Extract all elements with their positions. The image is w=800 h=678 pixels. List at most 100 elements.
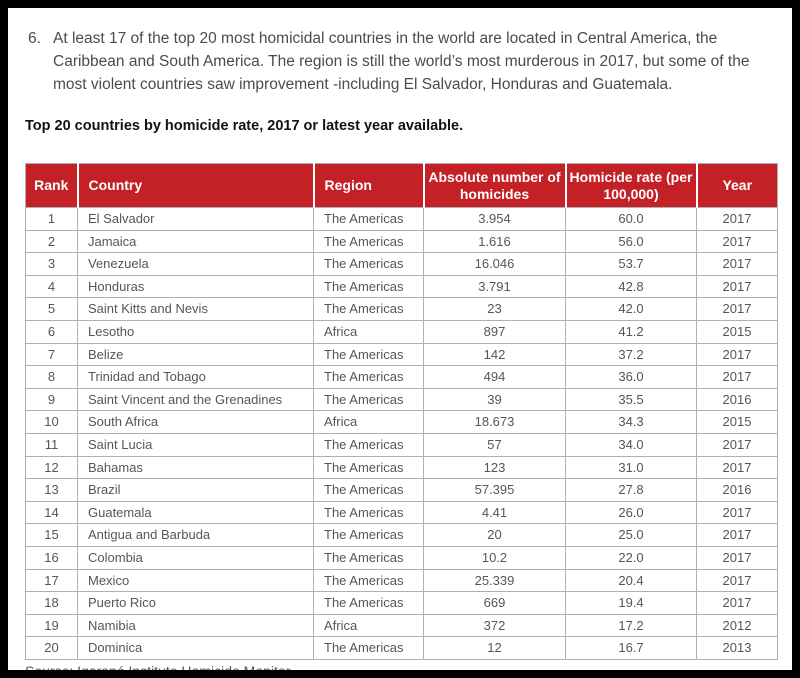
table-body: 1 El Salvador The Americas 3.954 60.0 2017 2 Ja… bbox=[25, 207, 778, 660]
cell-absolute-homicides: 23 bbox=[423, 297, 566, 321]
table-row: 13 Brazil The Americas 57.395 27.8 2016 bbox=[25, 478, 778, 502]
cell-country: Antigua and Barbuda bbox=[77, 523, 314, 547]
cell-homicide-rate: 16.7 bbox=[565, 636, 697, 660]
cell-absolute-homicides: 3.954 bbox=[423, 207, 566, 231]
cell-year: 2017 bbox=[696, 523, 778, 547]
cell-absolute-homicides: 897 bbox=[423, 319, 566, 344]
cell-homicide-rate: 20.4 bbox=[565, 568, 697, 593]
cell-absolute-homicides: 494 bbox=[423, 365, 566, 389]
table-row: 5 Saint Kitts and Nevis The Americas 23 42.0… bbox=[25, 297, 778, 321]
table-row: 10 South Africa Africa 18.673 34.3 2015 bbox=[25, 410, 778, 434]
column-header-homicide-rate: Homicide rate (per 100,000) bbox=[564, 163, 697, 208]
cell-year: 2013 bbox=[696, 636, 778, 660]
cell-year: 2017 bbox=[696, 500, 778, 525]
cell-absolute-homicides: 4.41 bbox=[423, 500, 566, 525]
cell-region: The Americas bbox=[313, 297, 424, 321]
cell-year: 2017 bbox=[696, 568, 778, 593]
cell-rank: 7 bbox=[25, 342, 78, 367]
cell-country: Lesotho bbox=[77, 319, 314, 344]
table-header-row: Rank Country Region Absolute number of h… bbox=[25, 163, 778, 208]
column-header-country: Country bbox=[76, 163, 314, 208]
cell-region: The Americas bbox=[313, 545, 424, 570]
page-content: 6. At least 17 of the top 20 most homici… bbox=[8, 8, 792, 670]
table-row: 16 Colombia The Americas 10.2 22.0 2017 bbox=[25, 545, 778, 570]
cell-year: 2012 bbox=[696, 613, 778, 638]
table-title: Top 20 countries by homicide rate, 2017 … bbox=[25, 118, 464, 134]
cell-region: The Americas bbox=[313, 455, 424, 480]
cell-rank: 20 bbox=[25, 636, 78, 660]
fact-paragraph: 6. At least 17 of the top 20 most homici… bbox=[28, 27, 772, 96]
cell-year: 2015 bbox=[696, 410, 778, 434]
homicide-table: Rank Country Region Absolute number of h… bbox=[25, 163, 778, 660]
cell-rank: 10 bbox=[25, 410, 78, 434]
table-row: 3 Venezuela The Americas 16.046 53.7 2017 bbox=[25, 252, 778, 276]
cell-absolute-homicides: 39 bbox=[423, 387, 566, 412]
cell-year: 2015 bbox=[696, 319, 778, 344]
cell-region: The Americas bbox=[313, 591, 424, 615]
cell-region: The Americas bbox=[313, 500, 424, 525]
cell-country: Guatemala bbox=[77, 500, 314, 525]
cell-country: Puerto Rico bbox=[77, 591, 314, 615]
cell-homicide-rate: 42.0 bbox=[565, 297, 697, 321]
cell-rank: 18 bbox=[25, 591, 78, 615]
table-row: 8 Trinidad and Tobago The Americas 494 36.0 2… bbox=[25, 365, 778, 389]
cell-region: The Americas bbox=[313, 207, 424, 231]
cell-absolute-homicides: 57 bbox=[423, 432, 566, 457]
table-row: 14 Guatemala The Americas 4.41 26.0 2017 bbox=[25, 500, 778, 525]
cell-absolute-homicides: 3.791 bbox=[423, 274, 566, 299]
cell-region: Africa bbox=[313, 410, 424, 434]
cell-year: 2017 bbox=[696, 274, 778, 299]
table-row: 12 Bahamas The Americas 123 31.0 2017 bbox=[25, 455, 778, 480]
cell-absolute-homicides: 57.395 bbox=[423, 478, 566, 502]
cell-homicide-rate: 19.4 bbox=[565, 591, 697, 615]
cell-region: The Americas bbox=[313, 432, 424, 457]
fact-number: 6. bbox=[28, 30, 41, 47]
cell-year: 2016 bbox=[696, 387, 778, 412]
table-row: 7 Belize The Americas 142 37.2 2017 bbox=[25, 342, 778, 367]
table-row: 4 Honduras The Americas 3.791 42.8 2017 bbox=[25, 274, 778, 299]
table-row: 19 Namibia Africa 372 17.2 2012 bbox=[25, 613, 778, 638]
cell-country: Belize bbox=[77, 342, 314, 367]
cell-country: Trinidad and Tobago bbox=[77, 365, 314, 389]
cell-homicide-rate: 60.0 bbox=[565, 207, 697, 231]
cell-country: Venezuela bbox=[77, 252, 314, 276]
cell-homicide-rate: 17.2 bbox=[565, 613, 697, 638]
cell-homicide-rate: 27.8 bbox=[565, 478, 697, 502]
cell-region: The Americas bbox=[313, 252, 424, 276]
cell-rank: 2 bbox=[25, 229, 78, 254]
table-row: 18 Puerto Rico The Americas 669 19.4 2017 bbox=[25, 591, 778, 615]
cell-region: The Americas bbox=[313, 568, 424, 593]
cell-rank: 8 bbox=[25, 365, 78, 389]
fact-text: At least 17 of the top 20 most homicidal… bbox=[53, 30, 750, 93]
cell-rank: 17 bbox=[25, 568, 78, 593]
cell-year: 2016 bbox=[696, 478, 778, 502]
cell-absolute-homicides: 12 bbox=[423, 636, 566, 660]
cell-region: The Americas bbox=[313, 523, 424, 547]
cell-country: Honduras bbox=[77, 274, 314, 299]
cell-country: South Africa bbox=[77, 410, 314, 434]
cell-absolute-homicides: 669 bbox=[423, 591, 566, 615]
cell-rank: 14 bbox=[25, 500, 78, 525]
cell-rank: 11 bbox=[25, 432, 78, 457]
cell-region: Africa bbox=[313, 613, 424, 638]
cell-rank: 15 bbox=[25, 523, 78, 547]
cell-region: The Americas bbox=[313, 387, 424, 412]
cell-country: Dominica bbox=[77, 636, 314, 660]
cell-homicide-rate: 56.0 bbox=[565, 229, 697, 254]
cell-rank: 6 bbox=[25, 319, 78, 344]
table-row: 20 Dominica The Americas 12 16.7 2013 bbox=[25, 636, 778, 660]
table-row: 2 Jamaica The Americas 1.616 56.0 2017 bbox=[25, 229, 778, 254]
cell-region: The Americas bbox=[313, 636, 424, 660]
cell-country: Bahamas bbox=[77, 455, 314, 480]
cell-country: Saint Lucia bbox=[77, 432, 314, 457]
cell-year: 2017 bbox=[696, 365, 778, 389]
cell-rank: 12 bbox=[25, 455, 78, 480]
cell-homicide-rate: 53.7 bbox=[565, 252, 697, 276]
cell-rank: 4 bbox=[25, 274, 78, 299]
cell-year: 2017 bbox=[696, 207, 778, 231]
cell-homicide-rate: 35.5 bbox=[565, 387, 697, 412]
table-row: 11 Saint Lucia The Americas 57 34.0 2017 bbox=[25, 432, 778, 457]
cell-rank: 13 bbox=[25, 478, 78, 502]
source-caption: Source: Igarapé Institute Homicide Monit… bbox=[25, 663, 290, 670]
